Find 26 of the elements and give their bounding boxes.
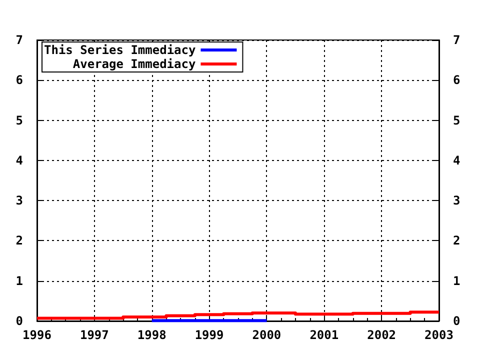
y-tick-label: 6 — [16, 73, 23, 88]
x-tick-label: 2003 — [424, 328, 454, 342]
x-tick-label: 2000 — [252, 328, 282, 342]
y-tick-label: 1 — [16, 274, 23, 288]
y-tick-label: 4 — [16, 153, 23, 168]
x-tick-label: 1996 — [22, 328, 52, 342]
y2-tick-label: 2 — [453, 234, 460, 248]
y-tick-label: 5 — [16, 113, 23, 128]
x-tick-label: 1998 — [137, 328, 166, 342]
y-tick-label: 7 — [16, 33, 23, 47]
y2-tick-label: 6 — [453, 73, 460, 88]
x-tick-label: 1997 — [80, 328, 109, 342]
y2-tick-label: 7 — [453, 33, 460, 47]
y-tick-label: 3 — [16, 194, 23, 208]
y2-tick-label: 1 — [453, 274, 460, 288]
y2-tick-label: 4 — [453, 153, 460, 168]
legend-label: Average Immediacy — [72, 57, 196, 71]
x-tick-label: 1999 — [194, 328, 224, 342]
y2-tick-label: 3 — [453, 194, 460, 208]
legend-label: This Series Immediacy — [44, 43, 196, 57]
y-tick-label: 2 — [16, 234, 23, 248]
x-tick-label: 2001 — [310, 328, 339, 342]
y-tick-label: 0 — [16, 314, 23, 328]
x-tick-label: 2002 — [367, 328, 396, 342]
y2-tick-label: 0 — [453, 314, 460, 328]
y2-tick-label: 5 — [453, 113, 460, 128]
